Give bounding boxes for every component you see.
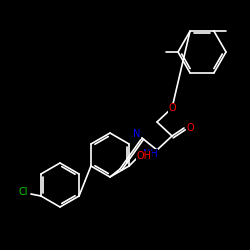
Text: NH: NH — [142, 149, 158, 159]
Text: O: O — [186, 123, 194, 133]
Text: Cl: Cl — [18, 187, 28, 197]
Text: OH: OH — [136, 151, 152, 161]
Text: N: N — [133, 129, 141, 139]
Text: O: O — [168, 103, 176, 113]
